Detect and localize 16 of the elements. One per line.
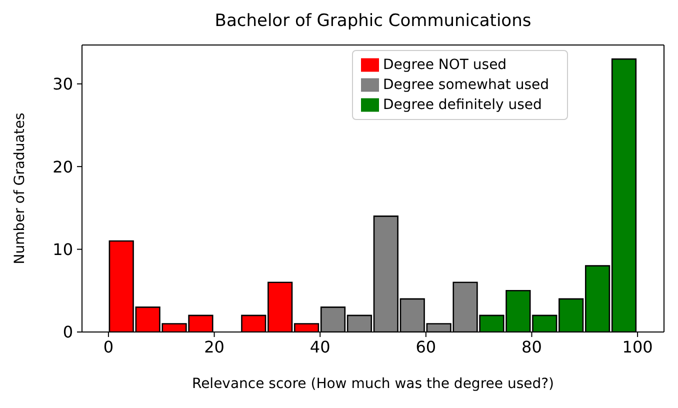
y-tick-label: 10 — [52, 240, 73, 259]
y-tick-label: 0 — [62, 322, 73, 342]
legend-label: Degree definitely used — [383, 97, 542, 113]
x-tick-label: 100 — [622, 337, 653, 356]
x-tick-label: 60 — [416, 337, 436, 356]
x-tick-label: 80 — [522, 337, 542, 356]
y-tick-label: 30 — [52, 74, 73, 94]
y-tick-label: 20 — [52, 157, 73, 176]
y-axis-title: Number of Graduates — [12, 112, 28, 264]
x-tick-label: 20 — [204, 337, 224, 356]
chart-title: Bachelor of Graphic Communications — [214, 11, 532, 31]
x-tick-label: 0 — [103, 337, 114, 356]
x-axis-title: Relevance score (How much was the degree used?) — [192, 376, 554, 392]
legend-label: Degree NOT used — [383, 57, 507, 73]
legend-label: Degree somewhat used — [383, 77, 550, 93]
x-tick-label: 40 — [310, 337, 330, 356]
